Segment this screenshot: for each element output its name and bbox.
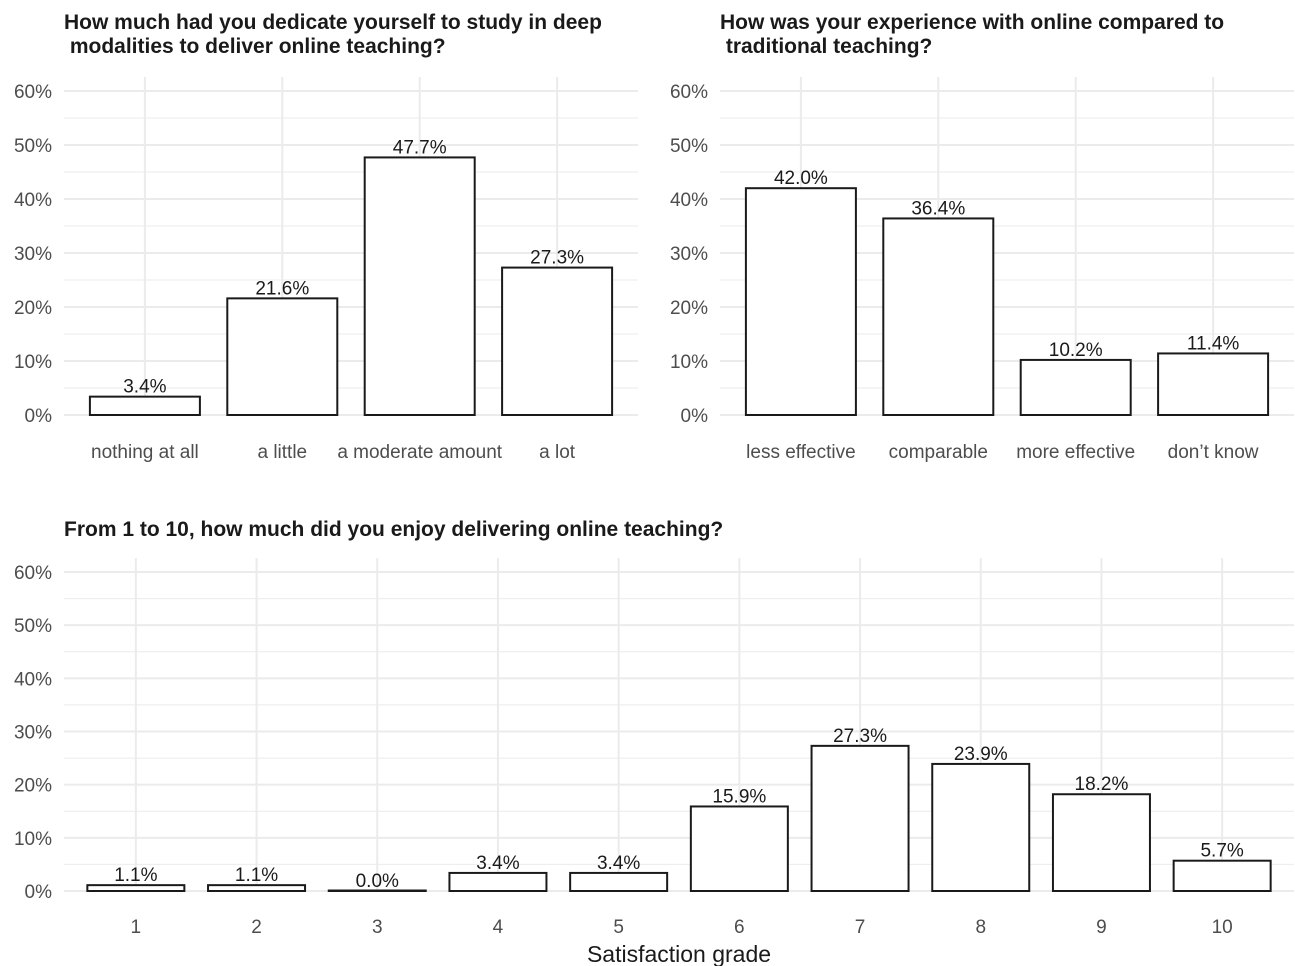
p3-bar bbox=[327, 889, 427, 892]
p2-y-tick-label: 10% bbox=[670, 352, 708, 373]
p3-bar bbox=[207, 884, 307, 893]
p1-y-tick-label: 30% bbox=[14, 244, 52, 265]
p3-category-label: 9 bbox=[1096, 917, 1107, 938]
p2-bar bbox=[1157, 352, 1270, 417]
p3-y-tick-label: 30% bbox=[14, 723, 52, 744]
p3-data-label: 3.4% bbox=[597, 853, 640, 874]
p3-y-tick-label: 10% bbox=[14, 829, 52, 850]
p3-y-tick-label: 40% bbox=[14, 669, 52, 690]
chart-title-experience: How was your experience with online comp… bbox=[720, 11, 1225, 58]
p3-data-label: 27.3% bbox=[833, 726, 887, 747]
p2-category-label: less effective bbox=[746, 442, 855, 463]
p2-category-label: more effective bbox=[1016, 442, 1135, 463]
p2-data-label: 11.4% bbox=[1187, 333, 1240, 354]
p3-data-label: 1.1% bbox=[235, 865, 278, 886]
p3-category-label: 7 bbox=[855, 917, 866, 938]
p3-y-tick-label: 0% bbox=[25, 882, 53, 903]
p2-y-tick-label: 40% bbox=[670, 190, 708, 211]
p3-data-label: 18.2% bbox=[1075, 774, 1129, 795]
p3-category-label: 10 bbox=[1212, 917, 1233, 938]
p1-category-label: a little bbox=[257, 442, 307, 463]
p3-category-label: 4 bbox=[493, 917, 504, 938]
p1-bar bbox=[501, 266, 614, 416]
p1-data-label: 21.6% bbox=[255, 278, 309, 299]
p3-x-axis-title: Satisfaction grade bbox=[587, 941, 771, 966]
p1-y-tick-label: 40% bbox=[14, 190, 52, 211]
p2-y-tick-label: 0% bbox=[681, 406, 709, 427]
p1-y-tick-label: 50% bbox=[14, 136, 52, 157]
p2-y-tick-label: 60% bbox=[670, 82, 708, 103]
p3-category-label: 5 bbox=[613, 917, 624, 938]
p2-bar bbox=[1019, 358, 1132, 417]
p3-bar bbox=[1172, 859, 1272, 893]
p2-y-tick-label: 20% bbox=[670, 298, 708, 319]
p1-category-label: nothing at all bbox=[91, 442, 199, 463]
p2-category-label: comparable bbox=[889, 442, 988, 463]
chart-title-dedication: How much had you dedicate yourself to st… bbox=[64, 11, 602, 58]
p3-category-label: 8 bbox=[975, 917, 986, 938]
p1-y-tick-label: 0% bbox=[25, 406, 53, 427]
p1-bar bbox=[363, 156, 476, 416]
p3-data-label: 15.9% bbox=[712, 786, 766, 807]
p3-category-label: 1 bbox=[131, 917, 142, 938]
p1-data-label: 3.4% bbox=[123, 377, 166, 398]
p3-data-label: 23.9% bbox=[954, 744, 1008, 765]
chart-title-enjoyment: From 1 to 10, how much did you enjoy del… bbox=[64, 518, 724, 541]
p1-category-label: a lot bbox=[539, 442, 576, 463]
p1-bar bbox=[226, 297, 339, 416]
p3-category-label: 3 bbox=[372, 917, 383, 938]
p1-y-tick-label: 10% bbox=[14, 352, 52, 373]
p2-y-tick-label: 50% bbox=[670, 136, 708, 157]
p1-data-label: 27.3% bbox=[530, 248, 584, 269]
p3-bar bbox=[448, 871, 548, 893]
p2-category-label: don’t know bbox=[1168, 442, 1259, 463]
p3-data-label: 0.0% bbox=[356, 871, 399, 892]
p3-y-tick-label: 20% bbox=[14, 776, 52, 797]
p2-data-label: 42.0% bbox=[774, 168, 828, 189]
p1-bar bbox=[88, 395, 201, 417]
p2-data-label: 36.4% bbox=[911, 198, 965, 219]
p3-data-label: 5.7% bbox=[1200, 841, 1243, 862]
p3-bar bbox=[931, 762, 1031, 892]
p2-bar bbox=[744, 187, 857, 416]
p3-bar bbox=[1051, 793, 1151, 893]
p3-y-tick-label: 50% bbox=[14, 616, 52, 637]
p3-bar bbox=[86, 884, 186, 893]
p3-category-label: 2 bbox=[251, 917, 262, 938]
p3-bar bbox=[569, 871, 669, 893]
p2-y-tick-label: 30% bbox=[670, 244, 708, 265]
p3-category-label: 6 bbox=[734, 917, 745, 938]
p2-data-label: 10.2% bbox=[1049, 340, 1103, 361]
p1-data-label: 47.7% bbox=[393, 137, 447, 158]
p1-category-label: a moderate amount bbox=[337, 442, 502, 463]
p3-y-tick-label: 60% bbox=[14, 563, 52, 584]
p3-data-label: 1.1% bbox=[114, 865, 157, 886]
p3-bar bbox=[810, 744, 910, 892]
p1-y-tick-label: 60% bbox=[14, 82, 52, 103]
p1-y-tick-label: 20% bbox=[14, 298, 52, 319]
p3-bar bbox=[689, 805, 789, 893]
p3-data-label: 3.4% bbox=[476, 853, 519, 874]
p2-bar bbox=[882, 217, 995, 416]
